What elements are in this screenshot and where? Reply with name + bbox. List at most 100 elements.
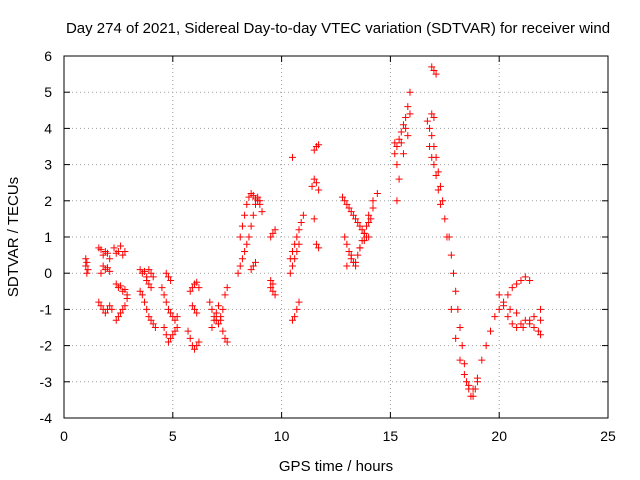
data-point xyxy=(312,179,320,187)
data-point xyxy=(145,280,153,288)
data-point xyxy=(141,267,149,275)
data-point xyxy=(517,320,525,328)
data-point xyxy=(495,291,503,299)
data-point xyxy=(164,338,172,346)
data-point xyxy=(288,262,296,270)
y-tick-label: 5 xyxy=(44,84,52,100)
plot-frame xyxy=(63,55,609,419)
data-point xyxy=(456,324,464,331)
data-point xyxy=(391,139,399,147)
data-point xyxy=(295,298,303,306)
data-point xyxy=(434,186,442,194)
data-point xyxy=(465,381,473,389)
data-point xyxy=(121,285,129,293)
data-point xyxy=(315,141,323,149)
data-point xyxy=(504,291,512,299)
data-point xyxy=(117,282,125,290)
data-point xyxy=(184,327,192,335)
data-point xyxy=(149,273,157,281)
data-point xyxy=(293,247,301,255)
data-point xyxy=(393,143,401,150)
data-point xyxy=(269,287,277,295)
data-point xyxy=(82,262,90,270)
data-point xyxy=(345,204,353,212)
data-point xyxy=(369,204,377,212)
data-point xyxy=(395,175,403,183)
data-point xyxy=(95,298,103,306)
chart-title: Day 274 of 2021, Sidereal Day-to-day VTE… xyxy=(66,20,610,37)
x-tick-label: 25 xyxy=(600,428,616,444)
data-point xyxy=(495,305,503,313)
data-point xyxy=(534,327,542,335)
data-point xyxy=(167,334,175,342)
data-point xyxy=(530,324,538,331)
data-point xyxy=(500,298,508,306)
data-point xyxy=(173,324,181,331)
data-point xyxy=(399,150,407,158)
data-point xyxy=(354,251,362,259)
data-point xyxy=(108,305,116,313)
data-point xyxy=(356,222,364,230)
data-point xyxy=(269,229,277,237)
data-point xyxy=(206,298,214,306)
data-point xyxy=(354,219,362,227)
x-tick-label: 0 xyxy=(60,428,68,444)
data-point xyxy=(138,291,146,299)
data-point xyxy=(117,309,125,317)
data-point xyxy=(158,284,166,292)
y-tick-labels: -4 -3 -2 -1 0 1 2 3 4 5 6 xyxy=(40,48,53,426)
data-point xyxy=(452,334,460,342)
data-point xyxy=(271,291,279,299)
data-point xyxy=(426,124,434,132)
y-axis-title: SDTVAR / TECUs xyxy=(5,177,22,297)
data-point xyxy=(393,197,401,205)
data-point xyxy=(219,327,227,335)
data-point xyxy=(312,240,320,248)
data-points xyxy=(82,63,545,400)
data-point xyxy=(456,356,464,364)
data-point xyxy=(97,302,105,310)
data-point xyxy=(84,266,92,274)
data-point xyxy=(106,255,114,263)
data-point xyxy=(441,215,449,223)
data-point xyxy=(104,249,112,257)
data-point xyxy=(249,191,257,199)
data-point xyxy=(293,233,301,241)
data-point xyxy=(191,345,199,353)
data-point xyxy=(404,132,412,140)
data-point xyxy=(508,320,516,328)
data-point xyxy=(186,287,194,295)
x-tick-label: 5 xyxy=(169,428,177,444)
data-point xyxy=(513,324,521,331)
data-point xyxy=(434,168,442,176)
data-point xyxy=(295,240,303,248)
data-point xyxy=(508,284,516,292)
data-point xyxy=(486,327,494,335)
data-point xyxy=(295,226,303,234)
data-point xyxy=(343,240,351,248)
data-point xyxy=(243,240,251,248)
data-point xyxy=(164,273,172,281)
data-point xyxy=(517,276,525,284)
data-point xyxy=(460,360,468,368)
data-point xyxy=(430,161,438,169)
data-point xyxy=(112,316,120,324)
data-point xyxy=(223,284,231,292)
data-point xyxy=(356,244,364,252)
data-point xyxy=(310,146,318,154)
data-point xyxy=(399,121,407,129)
data-point xyxy=(251,258,259,266)
x-tick-label: 10 xyxy=(274,428,290,444)
data-point xyxy=(291,313,299,321)
data-point xyxy=(149,320,157,328)
data-point xyxy=(343,262,351,270)
data-point xyxy=(245,233,253,241)
data-point xyxy=(99,262,107,270)
data-point xyxy=(188,302,196,310)
data-point xyxy=(423,117,431,125)
data-point xyxy=(249,262,257,270)
data-point xyxy=(245,193,253,201)
data-point xyxy=(119,305,127,313)
data-point xyxy=(269,280,277,288)
data-point xyxy=(447,305,455,313)
